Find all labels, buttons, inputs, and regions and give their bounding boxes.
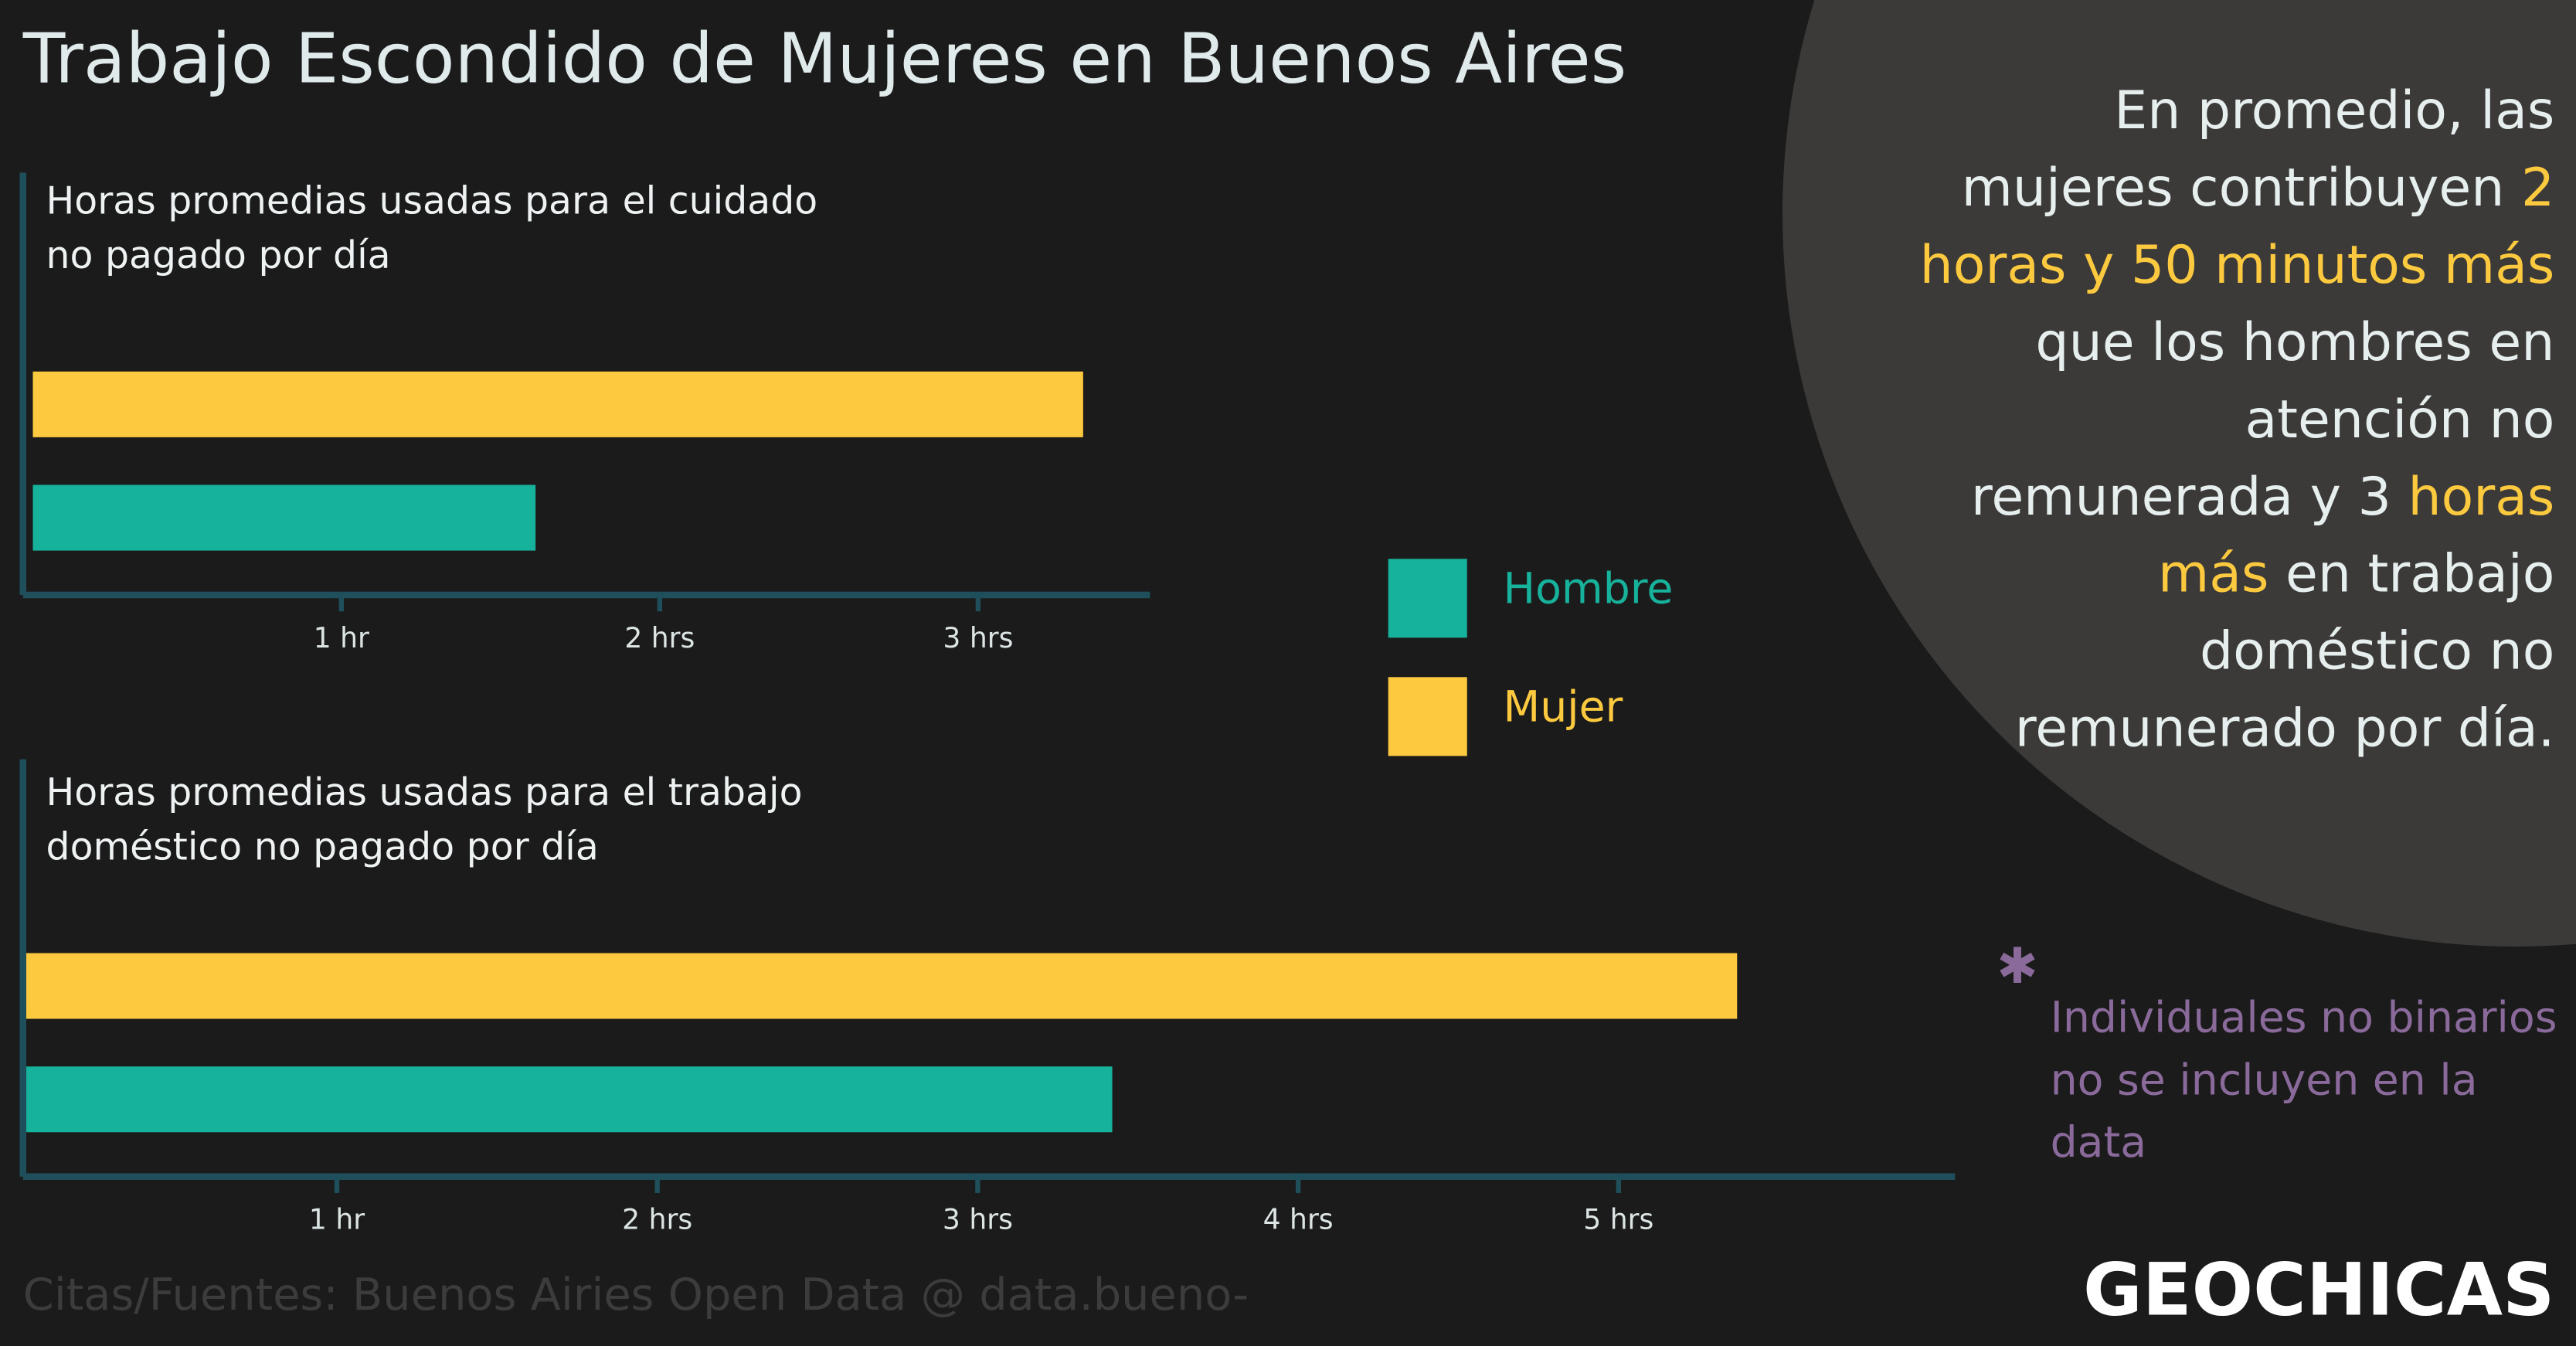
callout-text: horas y 50 minutos más xyxy=(1920,235,2555,296)
callout-text: mujeres contribuyen xyxy=(1962,158,2521,219)
callout-text: atención no xyxy=(2245,389,2555,450)
callout-text: que los hombres en xyxy=(2035,312,2554,373)
callout-text: más xyxy=(2158,544,2268,605)
title: Trabajo Escondido de Mujeres en Buenos A… xyxy=(22,19,1627,100)
x-tick-label: 4 hrs xyxy=(1263,1203,1334,1236)
x-tick-label: 2 hrs xyxy=(624,621,695,654)
callout-text: horas xyxy=(2408,467,2555,528)
x-tick-label: 3 hrs xyxy=(943,1203,1013,1236)
logo: GEOCHICAS xyxy=(2083,1248,2554,1332)
callout-line: doméstico no xyxy=(2200,621,2554,682)
chart-title: doméstico no pagado por día xyxy=(46,824,599,868)
bar xyxy=(32,484,536,551)
chart-title: Horas promedias usadas para el trabajo xyxy=(46,770,803,814)
bar xyxy=(26,953,1738,1019)
callout-line: remunerado por día. xyxy=(2015,698,2555,760)
footnote-symbol: ✱ xyxy=(1997,938,2037,995)
callout-line: más en trabajo xyxy=(2158,544,2554,605)
x-tick-label: 2 hrs xyxy=(622,1203,692,1236)
x-tick-label: 3 hrs xyxy=(943,621,1013,654)
callout-text: doméstico no xyxy=(2200,621,2554,682)
x-tick-label: 1 hr xyxy=(309,1203,365,1236)
footnote-text: no se incluyen en la xyxy=(2051,1055,2478,1105)
callout-line: mujeres contribuyen 2 xyxy=(1962,158,2555,219)
footnote-text: data xyxy=(2051,1118,2146,1168)
callout-line: En promedio, las xyxy=(2114,80,2554,141)
footnote-text: Individuales no binarios xyxy=(2051,994,2557,1043)
callout-line: que los hombres en xyxy=(2035,312,2554,373)
chart-title: Horas promedias usadas para el cuidado xyxy=(46,179,818,223)
callout-text: 2 xyxy=(2521,158,2554,219)
callout-text: en trabajo xyxy=(2268,544,2554,605)
legend-swatch xyxy=(1388,559,1467,638)
x-tick-label: 1 hr xyxy=(314,621,369,654)
legend-swatch xyxy=(1388,677,1467,756)
x-tick-label: 5 hrs xyxy=(1583,1203,1653,1236)
source: Citas/Fuentes: Buenos Airies Open Data @… xyxy=(23,1269,1249,1321)
callout-text: remunerado por día. xyxy=(2015,698,2555,760)
chart-title: no pagado por día xyxy=(46,233,391,277)
bar xyxy=(26,1066,1113,1133)
callout-line: remunerada y 3 horas xyxy=(1971,467,2555,528)
legend-label: Mujer xyxy=(1504,683,1623,732)
bar xyxy=(32,371,1083,437)
callout-line: atención no xyxy=(2245,389,2555,450)
legend-label: Hombre xyxy=(1504,565,1674,614)
callout-line: horas y 50 minutos más xyxy=(1920,235,2555,296)
callout-text: remunerada y 3 xyxy=(1971,467,2408,528)
callout-text: En promedio, las xyxy=(2114,80,2554,141)
callout-circle xyxy=(1782,0,2576,947)
